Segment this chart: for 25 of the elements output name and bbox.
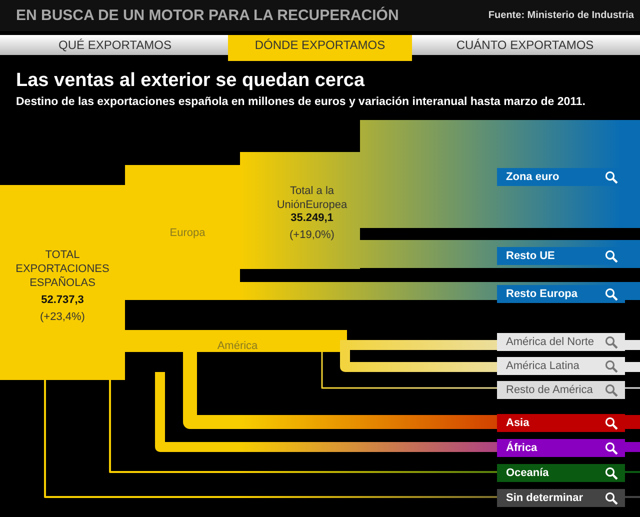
category-label: América del Norte bbox=[506, 336, 594, 348]
text: (+19,0%) bbox=[288, 229, 336, 241]
category-label: Asia bbox=[506, 417, 530, 429]
category-label: Resto Europa bbox=[506, 288, 578, 300]
text: EN BUSCA DE UN MOTOR PARA LA RECUPERACIÓN bbox=[16, 7, 399, 24]
text: Las ventas al exterior se quedan cerca bbox=[16, 70, 365, 92]
source-note: Fuente: Ministerio de Industria bbox=[488, 10, 634, 21]
category-label: América Latina bbox=[506, 360, 580, 372]
text: DÓNDE EXPORTAMOS bbox=[254, 38, 386, 52]
category-label: Total a la UniónEuropea bbox=[276, 184, 348, 212]
category-label: Sin determinar bbox=[506, 492, 584, 504]
category-label: Resto de América bbox=[506, 384, 593, 396]
text: (+23,4%) bbox=[39, 311, 86, 323]
category-label: Zona euro bbox=[506, 171, 560, 183]
data-label: 52.737,3 bbox=[40, 294, 85, 306]
category-label: Resto UE bbox=[506, 250, 555, 262]
category-label: África bbox=[506, 442, 538, 454]
text: Europa bbox=[168, 227, 206, 239]
text: QUÉ EXPORTAMOS bbox=[58, 38, 172, 52]
text: CUÁNTO EXPORTAMOS bbox=[455, 38, 595, 52]
text: Destino de las exportaciones española en millones de euros y variación interanual hasta marzo de 2011. bbox=[16, 96, 586, 108]
data-label: 35.249,1 bbox=[290, 212, 334, 224]
text: América bbox=[216, 340, 259, 352]
category-label: Oceanía bbox=[506, 467, 549, 479]
category-label: TOTAL EXPORTACIONES ESPAÑOLAS bbox=[14, 248, 110, 290]
